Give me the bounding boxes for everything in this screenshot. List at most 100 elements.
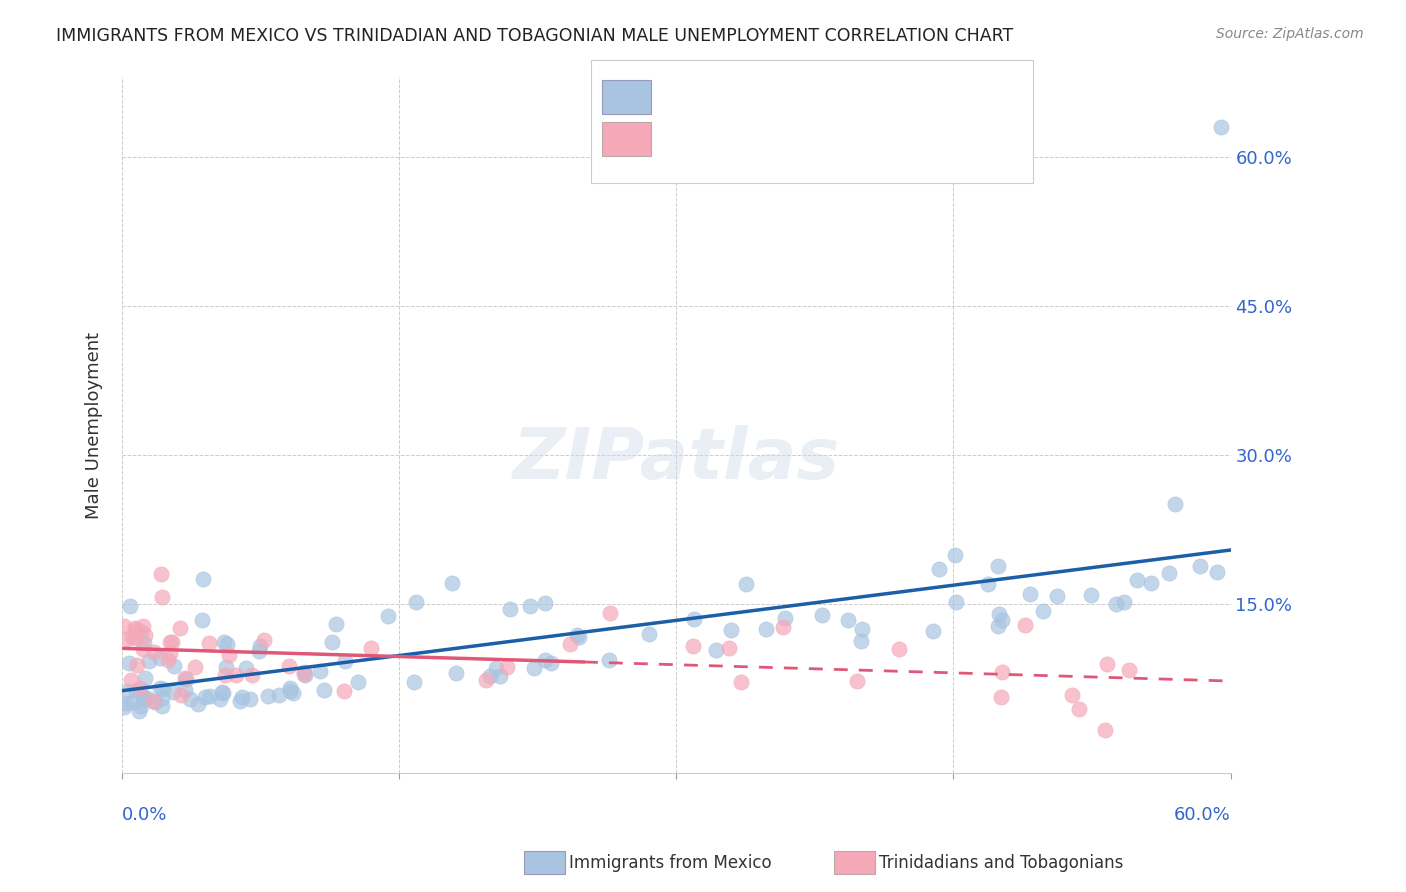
Point xyxy=(134,636,156,650)
Point xyxy=(132,641,155,656)
Point xyxy=(112,619,135,633)
Point xyxy=(162,685,184,699)
Point xyxy=(683,612,706,626)
Point xyxy=(124,631,146,645)
Point xyxy=(170,688,193,702)
Point xyxy=(132,618,155,632)
Point xyxy=(157,653,180,667)
Point xyxy=(159,646,181,660)
Point xyxy=(149,651,172,665)
Point xyxy=(198,689,221,703)
Point xyxy=(849,634,872,648)
Point xyxy=(987,618,1010,632)
Point xyxy=(682,639,704,653)
Point xyxy=(534,653,557,667)
Point xyxy=(257,690,280,704)
Point xyxy=(112,699,135,714)
Point xyxy=(124,621,146,635)
Point xyxy=(239,692,262,706)
Text: Immigrants from Mexico: Immigrants from Mexico xyxy=(569,855,772,872)
Point xyxy=(523,661,546,675)
Point xyxy=(247,644,270,658)
Text: R =: R = xyxy=(657,87,696,105)
Point xyxy=(179,692,201,706)
Point xyxy=(1094,723,1116,737)
Point xyxy=(1080,588,1102,602)
Point xyxy=(187,697,209,711)
Point xyxy=(129,681,152,695)
Point xyxy=(990,690,1012,704)
Point xyxy=(127,658,149,673)
Point xyxy=(138,654,160,668)
Point xyxy=(1159,566,1181,580)
Point xyxy=(773,611,796,625)
Text: Trinidadians and Tobagonians: Trinidadians and Tobagonians xyxy=(879,855,1123,872)
Text: 107: 107 xyxy=(848,87,886,105)
Point xyxy=(346,675,368,690)
Text: N =: N = xyxy=(794,87,834,105)
Point xyxy=(1206,565,1229,579)
Point xyxy=(534,596,557,610)
Point xyxy=(149,566,172,581)
Point xyxy=(122,695,145,709)
Point xyxy=(118,599,141,613)
Point xyxy=(565,628,588,642)
Point xyxy=(599,606,621,620)
Point xyxy=(174,671,197,685)
Point xyxy=(134,628,156,642)
Point xyxy=(976,577,998,591)
Point xyxy=(360,640,382,655)
Point xyxy=(135,691,157,706)
Point xyxy=(294,667,316,681)
Point xyxy=(267,688,290,702)
Point xyxy=(129,698,152,713)
Point xyxy=(720,624,742,638)
Point xyxy=(212,686,235,700)
Point xyxy=(568,630,591,644)
Point xyxy=(921,624,943,638)
Point xyxy=(115,696,138,710)
Point xyxy=(987,558,1010,573)
Point xyxy=(115,632,138,647)
Point xyxy=(159,635,181,649)
Point xyxy=(312,683,335,698)
Point xyxy=(209,692,232,706)
Point xyxy=(240,667,263,681)
Point xyxy=(560,637,582,651)
Point xyxy=(479,669,502,683)
Point xyxy=(229,694,252,708)
Point xyxy=(704,643,727,657)
Point xyxy=(734,577,756,591)
Point xyxy=(333,683,356,698)
Point xyxy=(231,690,253,704)
Point xyxy=(134,671,156,685)
Point xyxy=(150,590,173,604)
Point xyxy=(184,660,207,674)
Point xyxy=(1060,688,1083,702)
Point xyxy=(1125,573,1147,587)
Text: 0.0%: 0.0% xyxy=(122,805,167,824)
Point xyxy=(149,681,172,695)
Text: N =: N = xyxy=(794,129,834,147)
Point xyxy=(191,613,214,627)
Point xyxy=(225,667,247,681)
Point xyxy=(755,622,778,636)
Point xyxy=(193,572,215,586)
Point xyxy=(198,636,221,650)
Point xyxy=(278,681,301,695)
Point xyxy=(1014,618,1036,632)
Point xyxy=(129,625,152,640)
Point xyxy=(215,637,238,651)
Point xyxy=(489,669,512,683)
Text: 60.0%: 60.0% xyxy=(1174,805,1230,824)
Point xyxy=(444,665,467,680)
Point xyxy=(134,692,156,706)
Point xyxy=(1045,589,1067,603)
Point xyxy=(1164,497,1187,511)
Point xyxy=(235,661,257,675)
Text: 0.436: 0.436 xyxy=(713,87,769,105)
Point xyxy=(128,704,150,718)
Text: ZIPatlas: ZIPatlas xyxy=(513,425,839,494)
Point xyxy=(991,613,1014,627)
Text: 52: 52 xyxy=(848,129,873,147)
